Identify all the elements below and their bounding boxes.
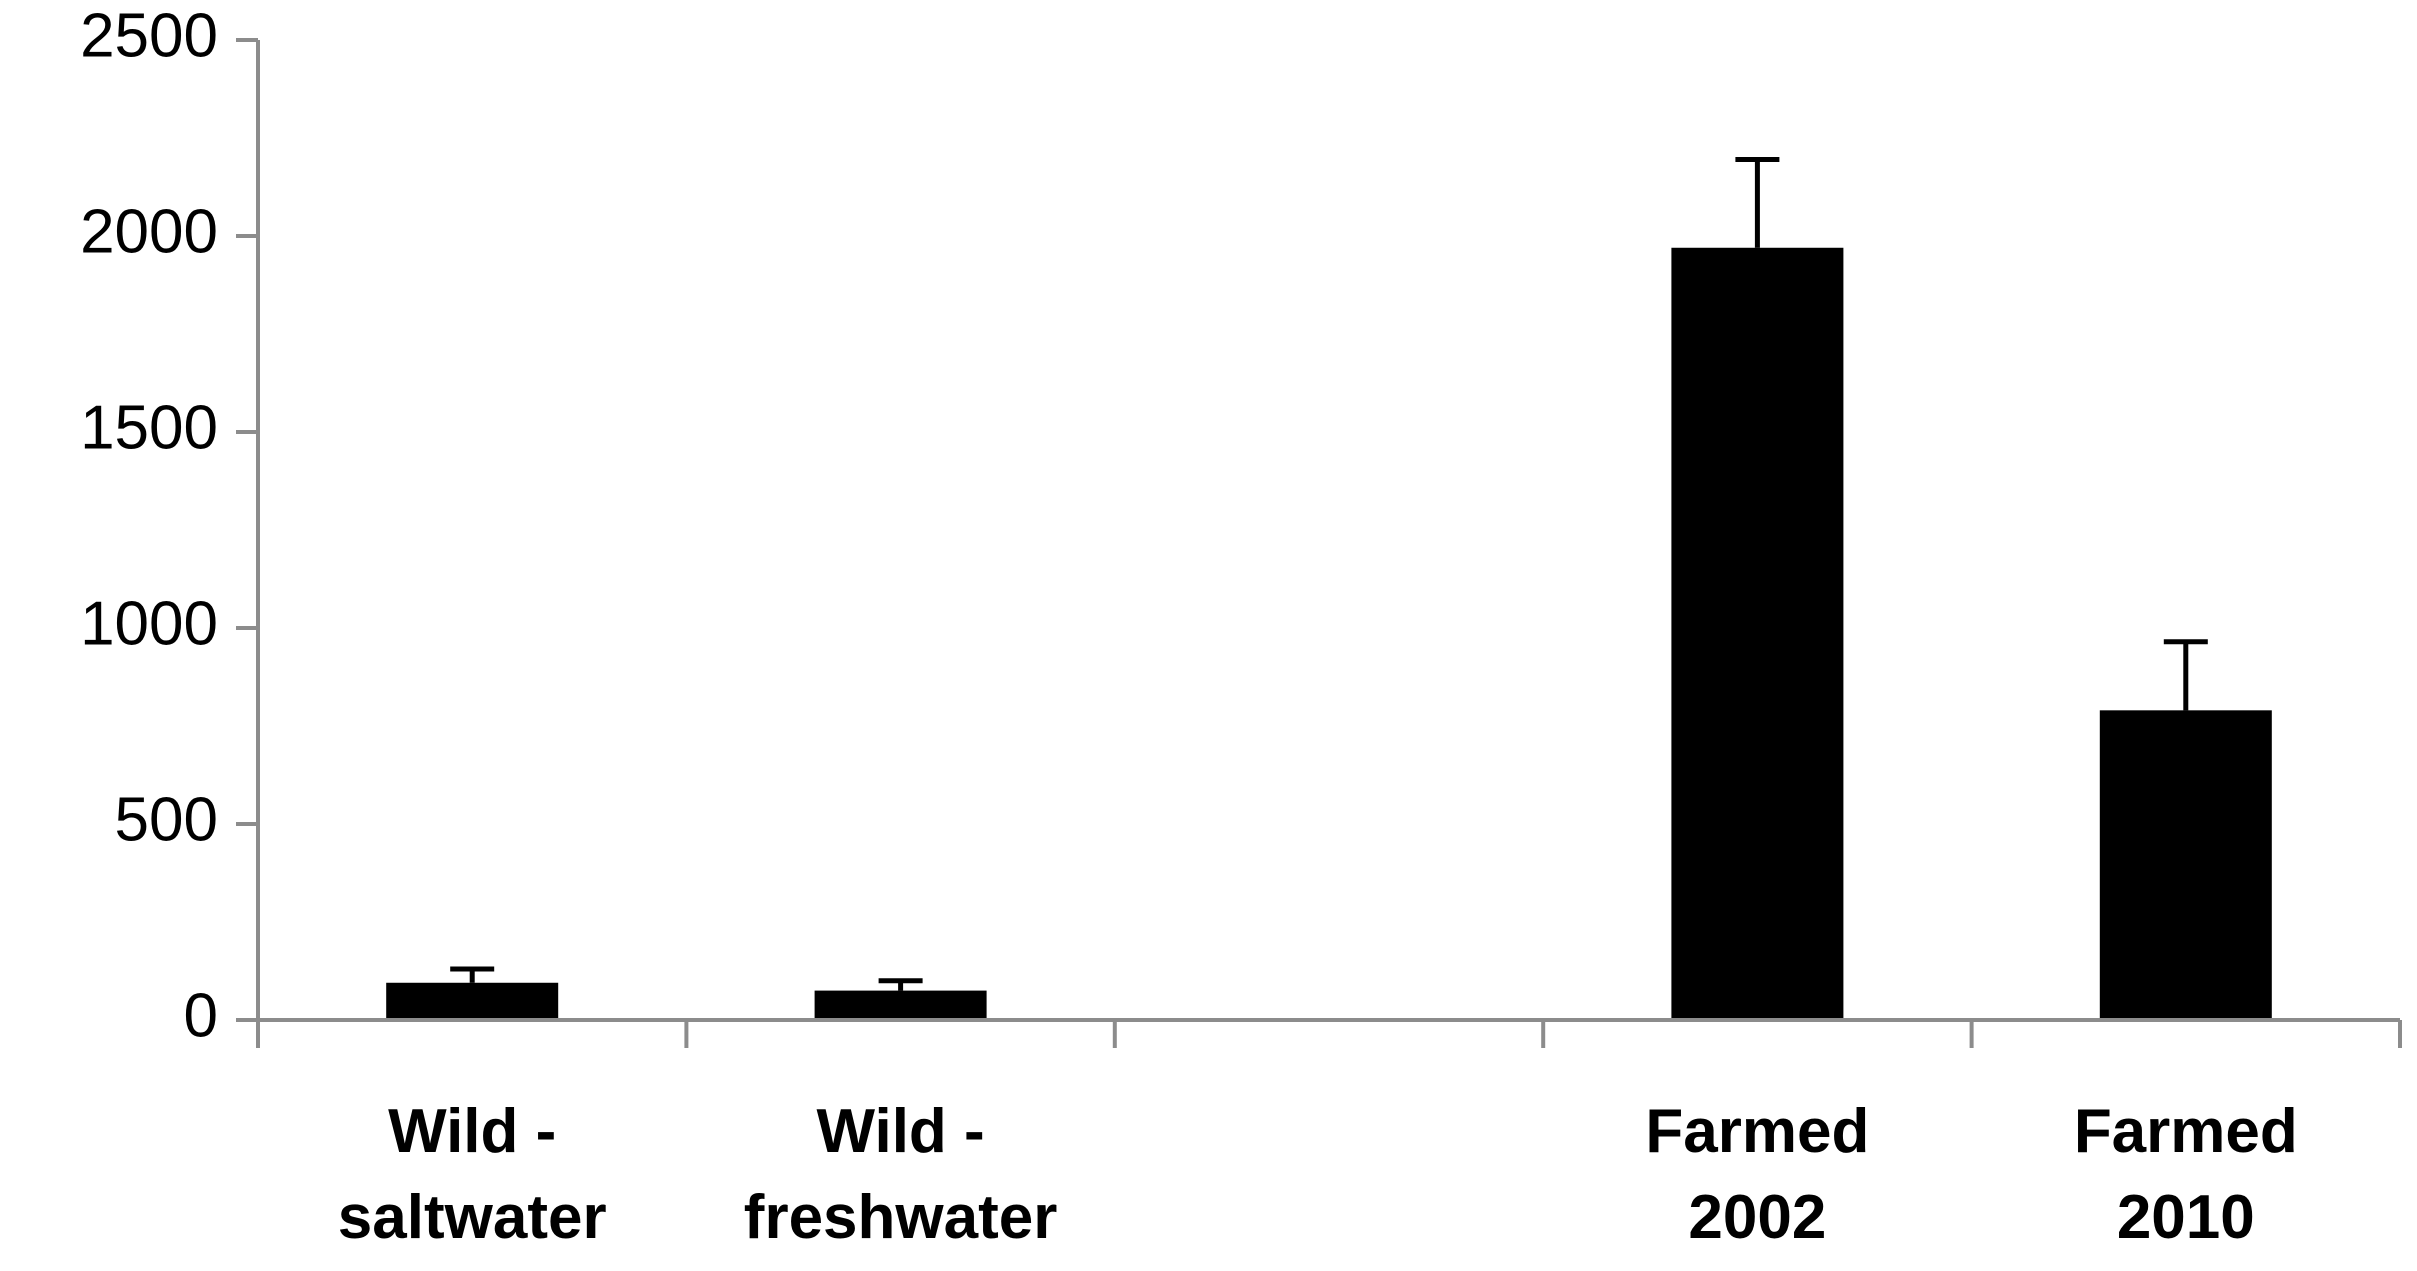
bar (386, 982, 559, 1020)
bars (386, 247, 2272, 1020)
y-tick-label: 1500 (80, 393, 218, 462)
x-axis-ticks (256, 1020, 2402, 1048)
x-category-label: Wild - (817, 1097, 985, 1166)
x-category-label: 2010 (2117, 1183, 2255, 1252)
x-category-label: Farmed (1645, 1097, 1869, 1166)
y-axis-ticks (236, 38, 258, 1022)
y-axis-tick-labels: 0 500 1000 1500 2000 2500 (80, 1, 218, 1050)
x-category-label: Farmed (2074, 1097, 2298, 1166)
x-category-label: Wild - (388, 1097, 556, 1166)
x-category-label: saltwater (338, 1183, 607, 1252)
bar (1671, 247, 1844, 1020)
bar (814, 990, 987, 1020)
y-tick-label: 2000 (80, 197, 218, 266)
x-category-label: 2002 (1688, 1183, 1826, 1252)
x-axis-category-labels: Wild - saltwater Wild - freshwater Farmed 200… (338, 1097, 2298, 1252)
error-bars (450, 157, 2208, 991)
y-tick-label: 500 (115, 785, 218, 854)
bar (2099, 710, 2272, 1020)
y-tick-label: 1000 (80, 589, 218, 658)
y-tick-label: 0 (184, 981, 218, 1050)
y-tick-label: 2500 (80, 1, 218, 70)
x-category-label: freshwater (744, 1183, 1058, 1252)
